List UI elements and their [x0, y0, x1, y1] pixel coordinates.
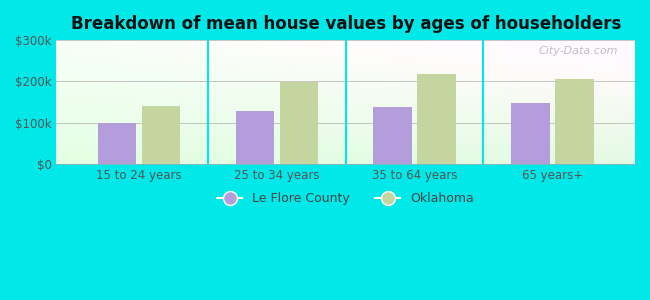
Title: Breakdown of mean house values by ages of householders: Breakdown of mean house values by ages o… — [71, 15, 621, 33]
Bar — [373, 107, 412, 164]
Text: City-Data.com: City-Data.com — [538, 46, 617, 56]
Bar — [98, 123, 136, 164]
Legend: Le Flore County, Oklahoma: Le Flore County, Oklahoma — [213, 187, 479, 210]
Bar — [511, 103, 550, 164]
Bar — [235, 111, 274, 164]
Bar — [280, 82, 318, 164]
Bar — [555, 79, 593, 164]
Bar — [142, 106, 181, 164]
Bar — [417, 74, 456, 164]
